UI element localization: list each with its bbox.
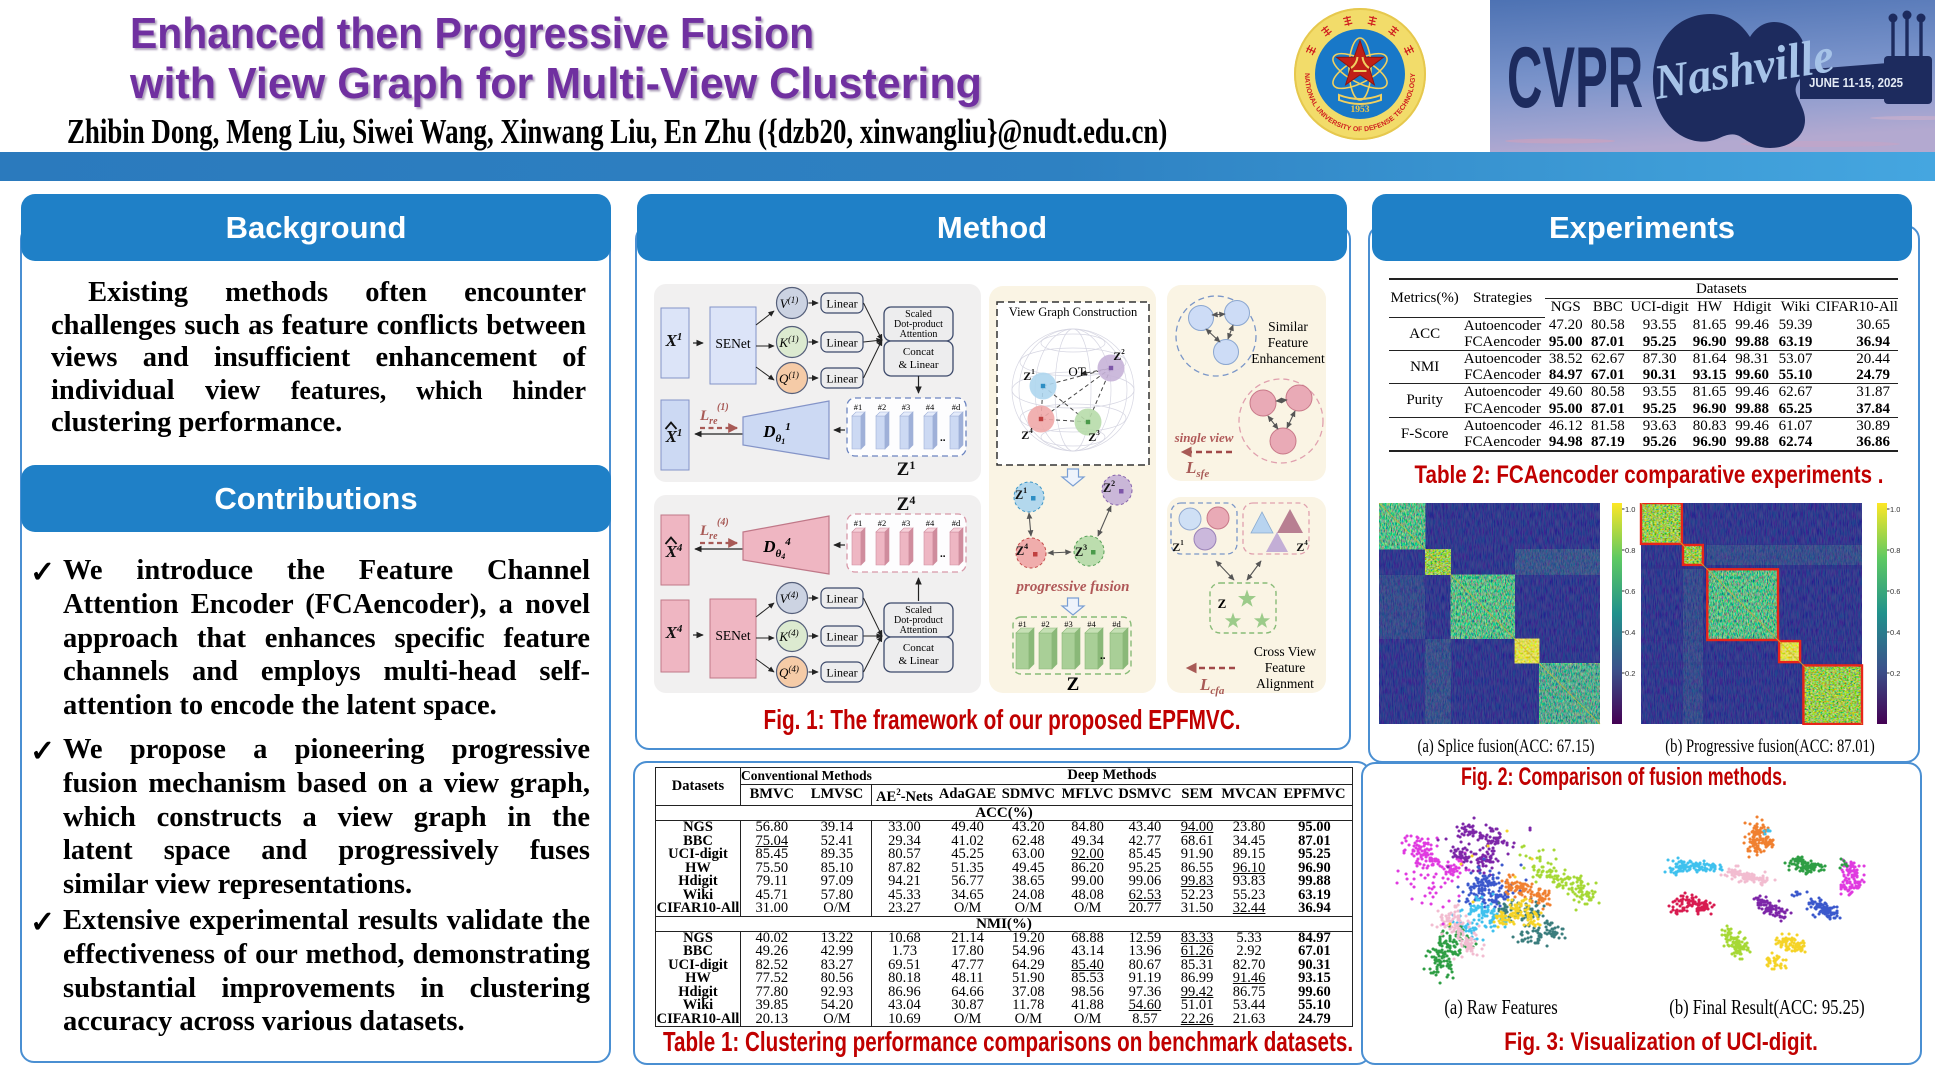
- svg-text:Linear: Linear: [826, 372, 857, 386]
- svg-text:OT: OT: [1068, 364, 1085, 379]
- svg-text:(1): (1): [717, 402, 729, 413]
- svg-text:#4: #4: [926, 518, 935, 528]
- svg-text:(4): (4): [717, 517, 729, 528]
- svg-text:single view: single view: [1174, 430, 1234, 445]
- svg-text:#2: #2: [878, 402, 887, 412]
- svg-text:SENet: SENet: [715, 628, 750, 643]
- svg-text:#4: #4: [1087, 619, 1096, 629]
- svg-text:View Graph Construction: View Graph Construction: [1009, 305, 1138, 319]
- svg-text:1.0: 1.0: [1625, 505, 1635, 514]
- svg-text:Linear: Linear: [826, 297, 857, 311]
- svg-text:Similar: Similar: [1268, 319, 1308, 334]
- svg-text:#d: #d: [952, 518, 961, 528]
- svg-text:JUNE 11-15, 2025: JUNE 11-15, 2025: [1809, 75, 1903, 90]
- svg-text:Dot-product: Dot-product: [894, 319, 943, 330]
- svg-text:#3: #3: [902, 402, 911, 412]
- svg-text:1.0: 1.0: [1890, 505, 1900, 514]
- svg-text:progressive fusion: progressive fusion: [1015, 579, 1130, 595]
- svg-text:Z: Z: [1218, 596, 1227, 611]
- svg-text:& Linear: & Linear: [898, 359, 938, 371]
- svg-text:Z: Z: [1067, 674, 1080, 695]
- svg-text:Enhancement: Enhancement: [1251, 351, 1325, 366]
- svg-text:CVPR: CVPR: [1507, 30, 1643, 126]
- svg-text:#3: #3: [902, 518, 911, 528]
- svg-text:& Linear: & Linear: [898, 655, 938, 667]
- svg-text:#2: #2: [878, 518, 887, 528]
- svg-text:#d: #d: [1112, 619, 1121, 629]
- svg-text:Feature: Feature: [1268, 335, 1308, 350]
- svg-text:0.6: 0.6: [1625, 587, 1635, 596]
- svg-text:0.4: 0.4: [1890, 628, 1900, 637]
- svg-text:#1: #1: [1018, 619, 1027, 629]
- svg-text:Linear: Linear: [826, 630, 857, 644]
- svg-text:0.4: 0.4: [1625, 628, 1635, 637]
- svg-text:..: ..: [1100, 650, 1106, 662]
- svg-text:#d: #d: [952, 402, 961, 412]
- svg-text:#2: #2: [1041, 619, 1050, 629]
- svg-text:Scaled: Scaled: [905, 605, 932, 616]
- svg-text:Dot-product: Dot-product: [894, 615, 943, 626]
- svg-text:0.8: 0.8: [1890, 546, 1900, 555]
- svg-text:SENet: SENet: [715, 336, 750, 351]
- svg-text:..: ..: [940, 432, 946, 444]
- svg-text:0.6: 0.6: [1890, 587, 1900, 596]
- svg-text:Cross View: Cross View: [1254, 644, 1317, 659]
- svg-text:#4: #4: [926, 402, 935, 412]
- svg-text:..: ..: [940, 548, 946, 560]
- svg-text:Scaled: Scaled: [905, 309, 932, 320]
- svg-text:Alignment: Alignment: [1256, 676, 1314, 691]
- svg-text:Linear: Linear: [826, 666, 857, 680]
- svg-text:0.2: 0.2: [1625, 669, 1635, 678]
- svg-text:1953: 1953: [1351, 105, 1370, 115]
- svg-text:Attention: Attention: [900, 625, 938, 636]
- svg-text:Concat: Concat: [903, 346, 934, 358]
- svg-text:Linear: Linear: [826, 592, 857, 606]
- svg-text:Attention: Attention: [900, 329, 938, 340]
- svg-text:#3: #3: [1064, 619, 1073, 629]
- svg-text:#1: #1: [854, 518, 863, 528]
- svg-text:Concat: Concat: [903, 642, 934, 654]
- svg-text:0.8: 0.8: [1625, 546, 1635, 555]
- svg-text:0.2: 0.2: [1890, 669, 1900, 678]
- svg-text:#1: #1: [854, 402, 863, 412]
- svg-text:Linear: Linear: [826, 336, 857, 350]
- svg-text:Feature: Feature: [1265, 660, 1305, 675]
